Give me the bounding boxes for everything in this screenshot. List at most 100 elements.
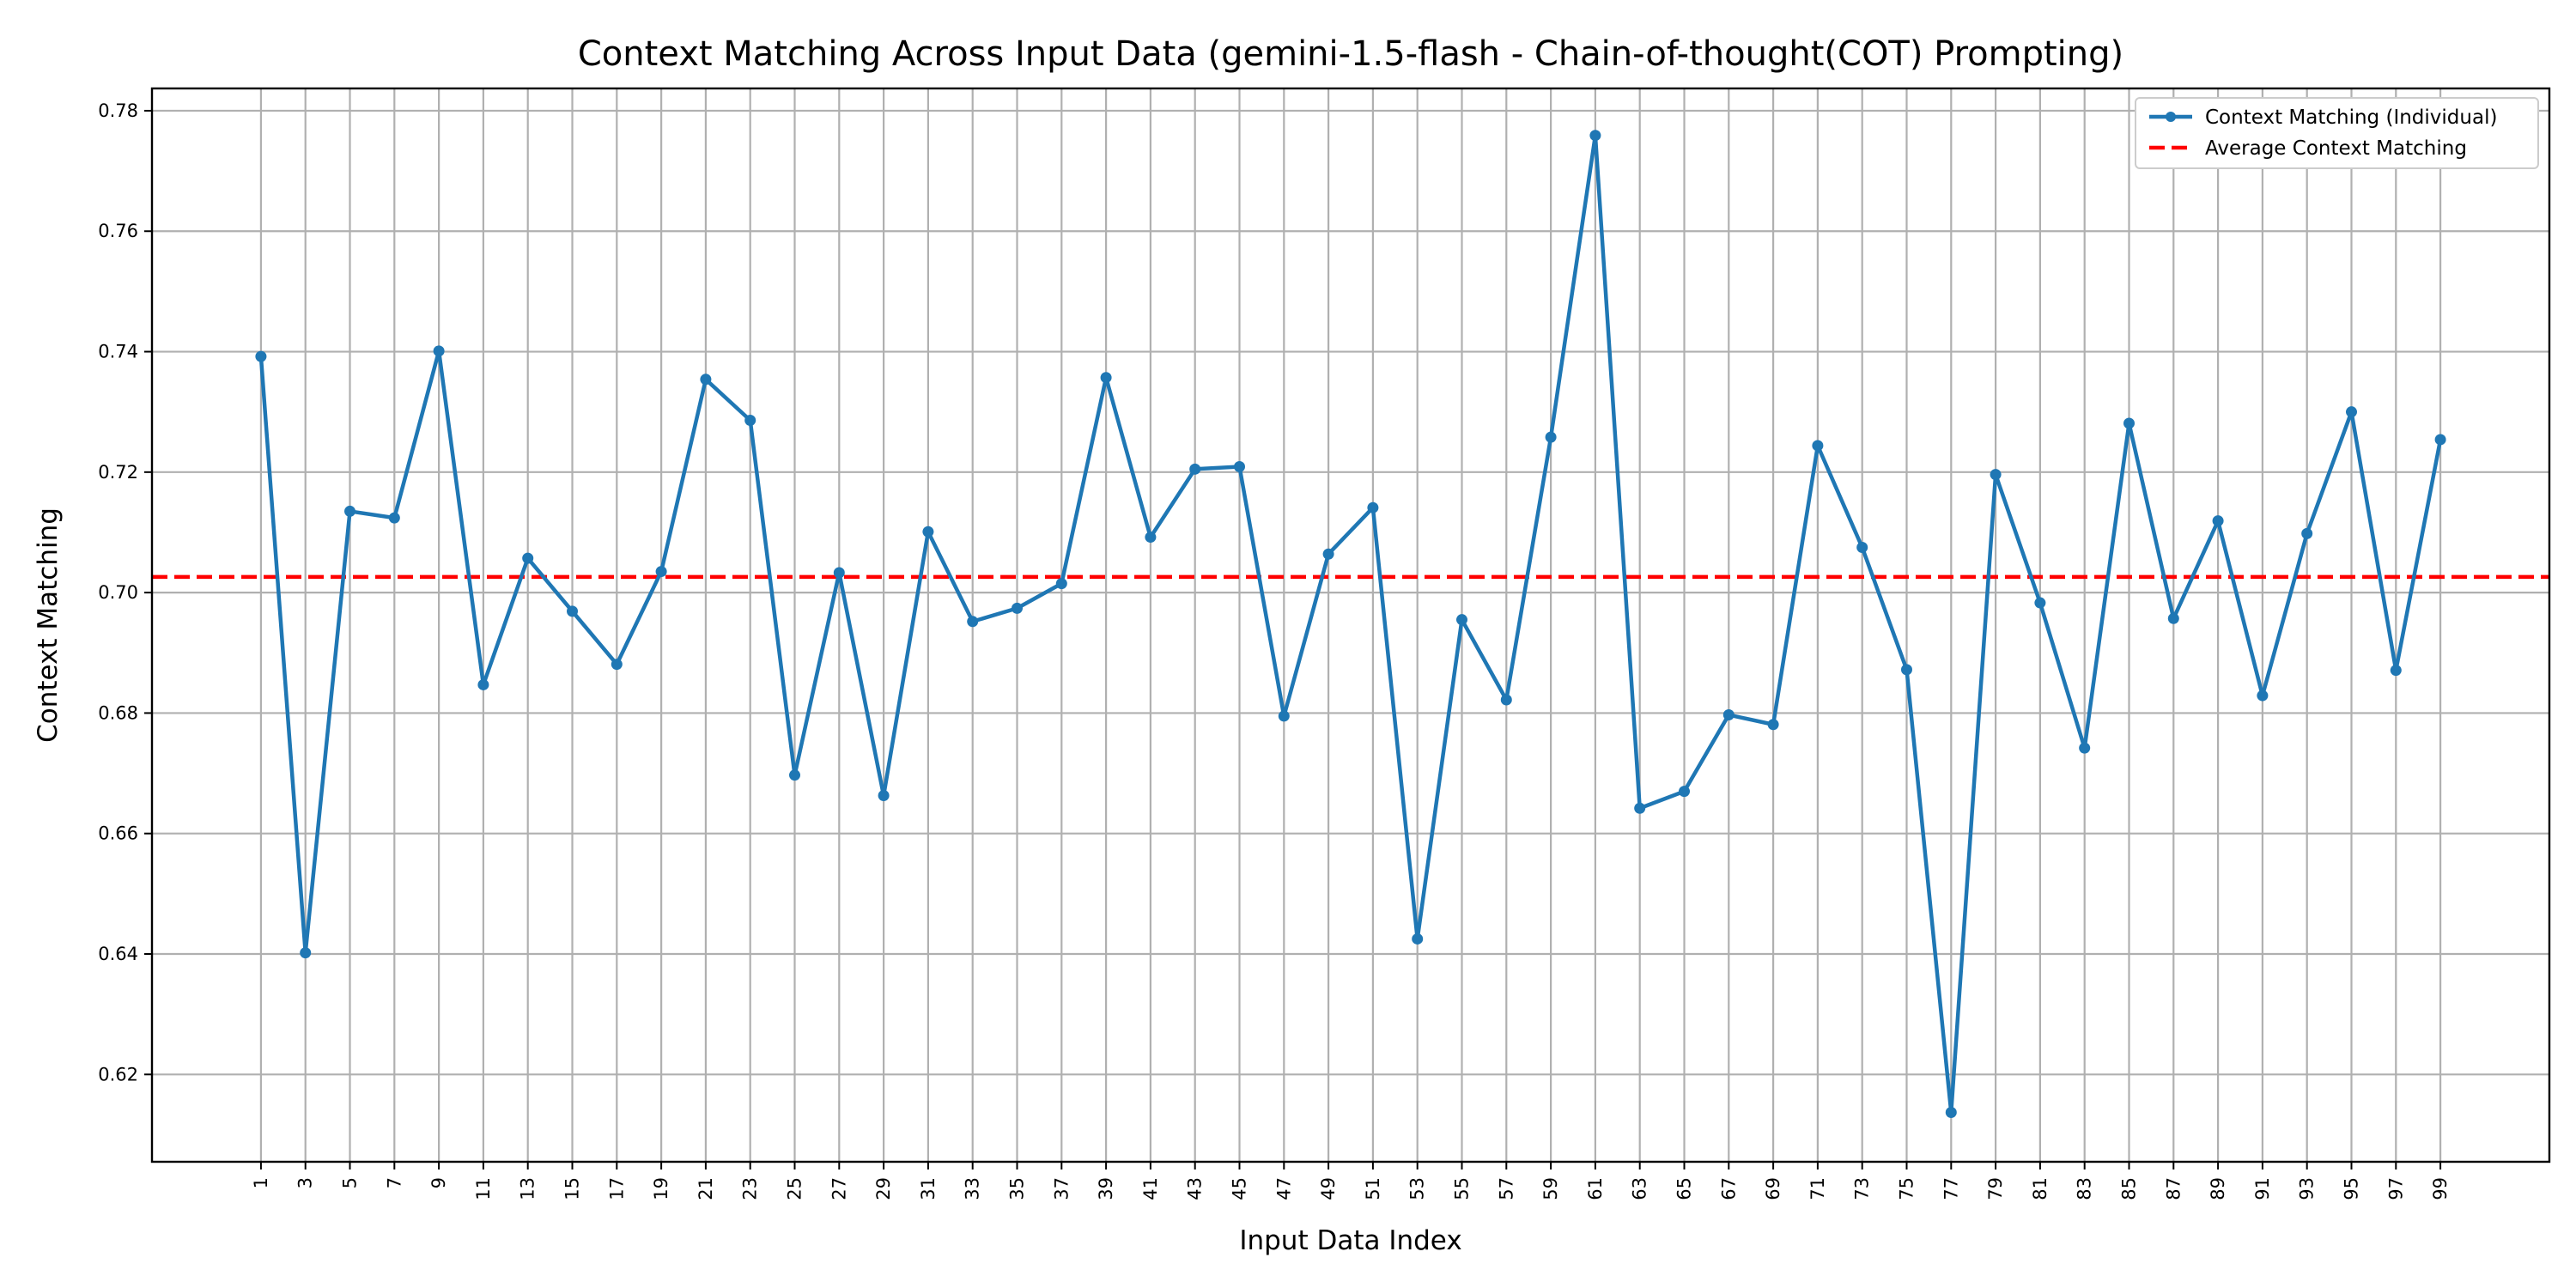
data-point (1278, 710, 1290, 722)
x-tick-label: 73 (1852, 1177, 1873, 1200)
data-point (700, 374, 712, 386)
series-layer (255, 130, 2446, 1118)
x-tick-label: 97 (2385, 1177, 2406, 1200)
x-tick-label: 31 (918, 1177, 939, 1200)
chart-title: Context Matching Across Input Data (gemi… (578, 34, 2123, 74)
data-point (300, 947, 312, 959)
data-point (388, 512, 400, 524)
legend: Context Matching (Individual) Average Co… (2135, 97, 2539, 169)
x-tick-label: 49 (1318, 1177, 1339, 1200)
x-tick-label: 69 (1763, 1177, 1783, 1200)
data-point (1055, 578, 1067, 590)
x-tick-label: 75 (1896, 1177, 1917, 1200)
x-tick-label: 11 (473, 1177, 494, 1200)
legend-box (2135, 97, 2539, 169)
y-tick-label: 0.62 (98, 1064, 138, 1084)
data-point (1545, 431, 1557, 443)
x-tick-label: 51 (1363, 1177, 1383, 1200)
x-tick-label: 47 (1273, 1177, 1294, 1200)
data-point (1100, 372, 1112, 384)
x-tick-label: 85 (2118, 1177, 2139, 1200)
x-tick-label: 57 (1496, 1177, 1516, 1200)
data-point (611, 659, 623, 671)
data-point (967, 616, 979, 628)
x-tick-label: 59 (1540, 1177, 1561, 1200)
data-point (477, 678, 489, 690)
data-point (1589, 130, 1601, 142)
x-tick-label: 91 (2252, 1177, 2273, 1200)
x-tick-label: 1 (251, 1177, 271, 1188)
y-tick-label: 0.76 (98, 221, 138, 241)
x-tick-label: 53 (1407, 1177, 1428, 1200)
x-tick-label: 45 (1230, 1177, 1250, 1200)
legend-marker-individual (2166, 112, 2176, 122)
x-tick-label: 79 (1985, 1177, 2006, 1200)
legend-label-individual: Context Matching (Individual) (2205, 106, 2497, 129)
x-tick-label: 67 (1718, 1177, 1739, 1200)
data-point (1722, 709, 1735, 721)
data-point (1234, 461, 1246, 473)
x-tick-label: 83 (2075, 1177, 2095, 1200)
x-tick-label: 61 (1585, 1177, 1606, 1200)
x-tick-label: 13 (518, 1177, 538, 1200)
y-axis-label: Context Matching (33, 507, 64, 743)
data-point (1767, 719, 1779, 731)
x-tick-label: 37 (1051, 1177, 1072, 1200)
data-point (2301, 527, 2313, 539)
y-tick-labels: 0.62 0.64 0.66 0.68 0.70 0.72 0.74 0.76 0.78 (98, 100, 138, 1084)
x-tick-label: 65 (1674, 1177, 1694, 1200)
y-tick-label: 0.72 (98, 462, 138, 483)
y-tick-label: 0.74 (98, 342, 138, 362)
data-point (2257, 690, 2269, 702)
data-point (2079, 742, 2091, 754)
data-point (1189, 463, 1201, 475)
x-tick-label: 41 (1140, 1177, 1161, 1200)
data-point (1812, 440, 1824, 452)
data-point (522, 552, 534, 564)
data-point (1367, 501, 1379, 513)
x-tick-labels: 1 3 5 7 9 11 13 15 17 19 21 23 25 27 29 31 33 35 37 39 41 43 4… (251, 1177, 2451, 1200)
data-point (1145, 532, 1157, 544)
data-point (2167, 612, 2179, 624)
x-tick-label: 29 (873, 1177, 894, 1200)
data-point (2390, 665, 2402, 677)
x-tick-label: 99 (2430, 1177, 2451, 1200)
x-tick-label: 87 (2163, 1177, 2184, 1200)
data-point (1856, 542, 1868, 554)
data-point (922, 526, 934, 538)
data-point (1322, 548, 1334, 560)
x-tick-label: 81 (2030, 1177, 2050, 1200)
data-point (2123, 417, 2135, 429)
data-point (255, 350, 267, 362)
x-tick-label: 35 (1007, 1177, 1028, 1200)
x-tick-label: 43 (1185, 1177, 1206, 1200)
data-point (1678, 786, 1690, 798)
x-axis-label: Input Data Index (1239, 1225, 1461, 1256)
legend-label-average: Average Context Matching (2205, 137, 2467, 160)
data-point (833, 567, 845, 579)
data-point (744, 415, 756, 427)
x-tick-label: 77 (1941, 1177, 1961, 1200)
x-tick-label: 27 (829, 1177, 849, 1200)
x-tick-label: 33 (963, 1177, 983, 1200)
y-tick-label: 0.66 (98, 823, 138, 844)
data-point (433, 345, 445, 357)
x-tick-label: 25 (785, 1177, 805, 1200)
data-point (567, 605, 579, 617)
x-tick-label: 89 (2208, 1177, 2228, 1200)
x-tick-label: 39 (1096, 1177, 1116, 1200)
data-point (655, 566, 667, 578)
x-tick-label: 21 (696, 1177, 716, 1200)
data-point (1900, 664, 1912, 676)
y-tick-label: 0.78 (98, 100, 138, 121)
x-tick-label: 9 (428, 1177, 449, 1188)
data-point (1455, 614, 1467, 626)
grid-lines (152, 88, 2549, 1162)
x-tick-label: 55 (1451, 1177, 1472, 1200)
x-tick-label: 3 (295, 1177, 316, 1188)
x-tick-label: 93 (2297, 1177, 2318, 1200)
series-line-individual (258, 133, 2443, 1115)
data-point (1945, 1106, 1957, 1118)
data-point (344, 505, 356, 517)
x-tick-label: 71 (1807, 1177, 1828, 1200)
